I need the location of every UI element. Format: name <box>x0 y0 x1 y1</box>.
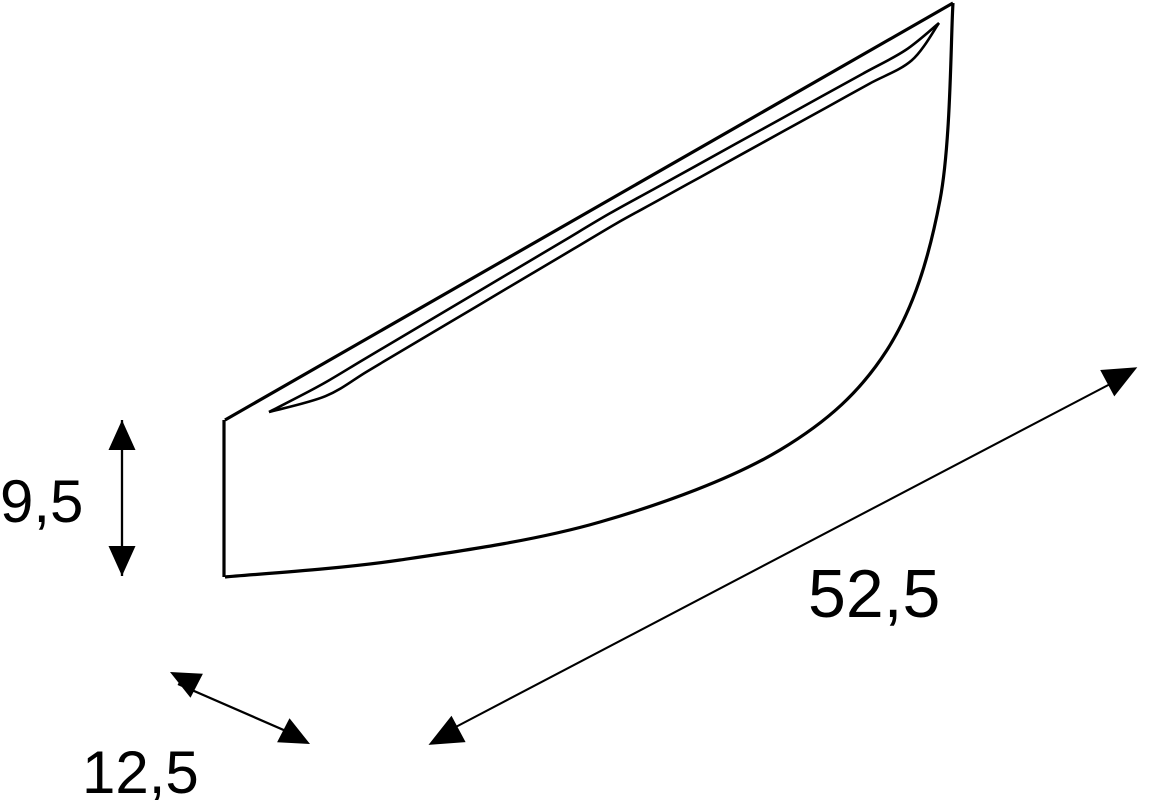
svg-text:9,5: 9,5 <box>0 468 83 535</box>
svg-text:52,5: 52,5 <box>808 556 940 632</box>
svg-text:12,5: 12,5 <box>82 739 199 800</box>
